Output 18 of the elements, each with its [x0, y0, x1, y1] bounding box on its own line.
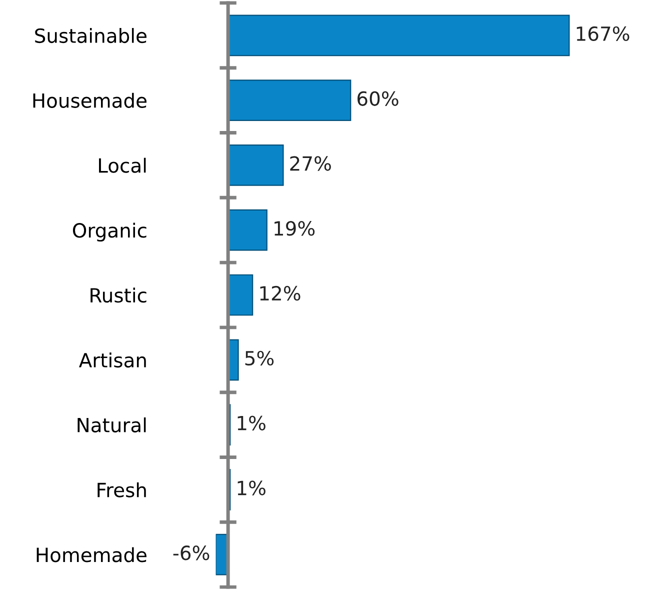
data-label: 167%	[576, 26, 630, 42]
y-tick-label: Fresh	[98, 482, 146, 498]
y-tick-label: Rustic	[90, 288, 146, 303]
y-tick-label: Housemade	[33, 92, 146, 108]
data-label: 1%	[238, 416, 266, 430]
y-tick-label: Organic	[72, 222, 146, 242]
y-tick-label: Local	[99, 158, 146, 173]
data-label: 27%	[290, 156, 331, 171]
data-label: -6%	[173, 546, 210, 560]
data-label: 19%	[274, 221, 315, 236]
data-label: 1%	[238, 480, 266, 496]
y-tick-label: Homemade	[36, 547, 146, 562]
y-tick-label: Sustainable	[35, 28, 146, 44]
data-label: 12%	[260, 286, 300, 301]
data-label: 60%	[358, 91, 398, 106]
y-tick-label: Natural	[78, 417, 146, 432]
data-label: 5%	[245, 350, 274, 366]
y-tick-label: Artisan	[78, 352, 146, 368]
